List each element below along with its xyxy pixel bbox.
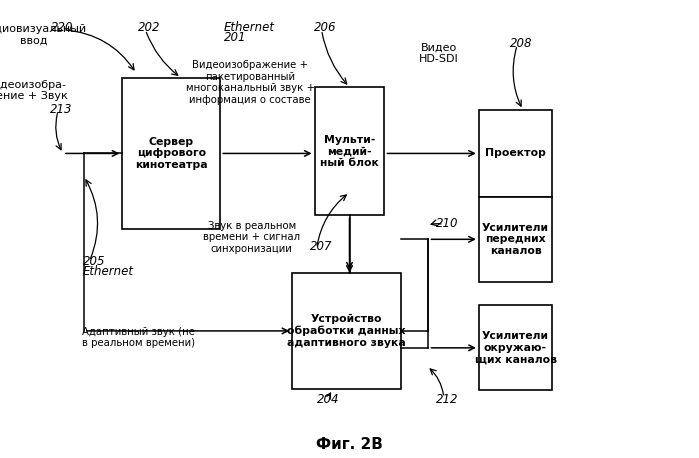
Text: 210: 210 [435, 217, 458, 230]
Text: Ethernet: Ethernet [224, 21, 275, 34]
Text: 206: 206 [314, 21, 336, 34]
Text: Видеоизобра-
жение + Звук: Видеоизобра- жение + Звук [0, 80, 67, 102]
Bar [292, 273, 401, 389]
Text: Усилители
передних
каналов: Усилители передних каналов [482, 223, 549, 256]
Text: Усилители
окружаю-
щих каналов: Усилители окружаю- щих каналов [475, 331, 556, 365]
Text: 204: 204 [317, 393, 339, 406]
Text: Сервер
цифрового
кинотеатра: Сервер цифрового кинотеатра [135, 137, 208, 170]
Text: Фиг. 2В: Фиг. 2В [316, 437, 383, 452]
Text: Аудиовизуальный
ввод: Аудиовизуальный ввод [0, 24, 87, 46]
Text: Проектор: Проектор [485, 148, 546, 158]
Text: Видео
HD-SDI: Видео HD-SDI [419, 43, 459, 65]
Text: Ethernet: Ethernet [82, 265, 134, 278]
Text: 220: 220 [51, 21, 73, 34]
Text: Адаптивный звук (не
в реальном времени): Адаптивный звук (не в реальном времени) [82, 327, 195, 349]
Bar [479, 110, 552, 197]
Text: 213: 213 [50, 103, 73, 115]
Text: 202: 202 [138, 21, 160, 34]
Text: Мульти-
медий-
ный блок: Мульти- медий- ный блок [320, 135, 379, 168]
Text: 212: 212 [435, 393, 458, 406]
Bar [479, 197, 552, 282]
Text: 201: 201 [224, 31, 246, 44]
Bar [122, 78, 220, 229]
Text: 207: 207 [310, 240, 333, 253]
Text: Звук в реальном
времени + сигнал
синхронизации: Звук в реальном времени + сигнал синхрон… [203, 221, 300, 254]
Bar [479, 305, 552, 390]
Text: 208: 208 [510, 37, 533, 49]
Bar [315, 87, 384, 215]
Text: Устройство
обработки данных
адаптивного звука: Устройство обработки данных адаптивного … [287, 314, 405, 348]
Text: Видеоизображение +
пакетированный
многоканальный звук +
информация о составе: Видеоизображение + пакетированный многок… [186, 60, 315, 105]
Text: 205: 205 [82, 255, 105, 267]
